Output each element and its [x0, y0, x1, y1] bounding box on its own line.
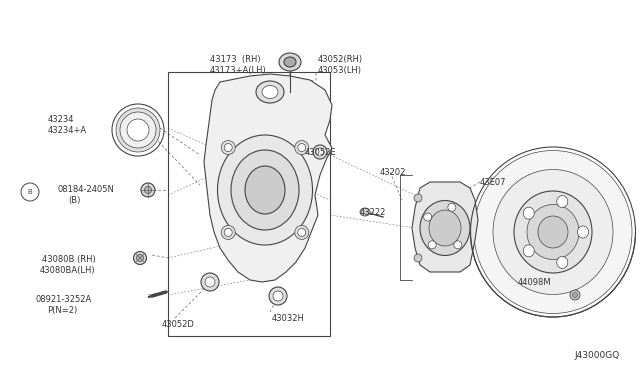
Ellipse shape	[231, 150, 299, 230]
Text: J43000GQ: J43000GQ	[575, 351, 620, 360]
Ellipse shape	[295, 225, 308, 240]
Ellipse shape	[127, 119, 149, 141]
Ellipse shape	[245, 166, 285, 214]
Ellipse shape	[221, 141, 236, 155]
Ellipse shape	[205, 277, 215, 287]
Ellipse shape	[570, 290, 580, 300]
Text: 43E07: 43E07	[480, 178, 506, 187]
Ellipse shape	[429, 210, 461, 246]
Ellipse shape	[414, 194, 422, 202]
Ellipse shape	[262, 86, 278, 99]
Ellipse shape	[577, 226, 589, 238]
Ellipse shape	[420, 201, 470, 256]
Ellipse shape	[298, 144, 306, 151]
Text: (B): (B)	[68, 196, 81, 205]
Ellipse shape	[538, 216, 568, 248]
Ellipse shape	[224, 228, 232, 237]
Ellipse shape	[120, 112, 156, 148]
Text: B: B	[28, 189, 33, 195]
Polygon shape	[204, 74, 332, 282]
Ellipse shape	[360, 208, 370, 216]
Text: 43080B (RH): 43080B (RH)	[42, 255, 96, 264]
Text: 43234+A: 43234+A	[48, 126, 87, 135]
Bar	[168, 72, 330, 336]
Ellipse shape	[557, 196, 568, 208]
Text: 43173+A(LH): 43173+A(LH)	[210, 66, 267, 75]
Text: 43173  (RH): 43173 (RH)	[210, 55, 260, 64]
Ellipse shape	[136, 254, 143, 262]
Text: 08921-3252A: 08921-3252A	[35, 295, 92, 304]
Text: 43052(RH): 43052(RH)	[318, 55, 363, 64]
Ellipse shape	[298, 228, 306, 237]
Ellipse shape	[218, 135, 312, 245]
Ellipse shape	[524, 207, 534, 219]
Polygon shape	[412, 182, 478, 272]
Ellipse shape	[454, 241, 462, 249]
Ellipse shape	[514, 191, 592, 273]
Text: 43052D: 43052D	[162, 320, 195, 329]
Text: P(N=2): P(N=2)	[47, 306, 77, 315]
Ellipse shape	[557, 256, 568, 269]
Text: 43202: 43202	[380, 168, 406, 177]
Ellipse shape	[524, 245, 534, 257]
Ellipse shape	[428, 241, 436, 249]
Ellipse shape	[414, 254, 422, 262]
Text: 43234: 43234	[48, 115, 74, 124]
Ellipse shape	[273, 291, 283, 301]
Ellipse shape	[145, 186, 152, 193]
Text: 43080BA(LH): 43080BA(LH)	[40, 266, 95, 275]
Ellipse shape	[295, 141, 308, 155]
Text: 44098M: 44098M	[518, 278, 552, 287]
Ellipse shape	[116, 108, 160, 152]
Ellipse shape	[134, 251, 147, 264]
Ellipse shape	[316, 148, 324, 156]
Ellipse shape	[474, 151, 632, 314]
Ellipse shape	[141, 183, 155, 197]
Text: 08184-2405N: 08184-2405N	[58, 185, 115, 194]
Ellipse shape	[527, 205, 579, 260]
Text: 43053(LH): 43053(LH)	[318, 66, 362, 75]
Text: 43052E: 43052E	[305, 148, 337, 157]
Ellipse shape	[269, 287, 287, 305]
Ellipse shape	[201, 273, 219, 291]
Text: 43222: 43222	[360, 208, 387, 217]
Ellipse shape	[424, 213, 431, 221]
Text: 43032H: 43032H	[272, 314, 305, 323]
Ellipse shape	[448, 203, 456, 211]
Ellipse shape	[256, 81, 284, 103]
Ellipse shape	[313, 145, 327, 159]
Ellipse shape	[279, 53, 301, 71]
Ellipse shape	[284, 57, 296, 67]
Ellipse shape	[573, 292, 577, 298]
Ellipse shape	[493, 170, 613, 295]
Ellipse shape	[224, 144, 232, 151]
Ellipse shape	[221, 225, 236, 240]
